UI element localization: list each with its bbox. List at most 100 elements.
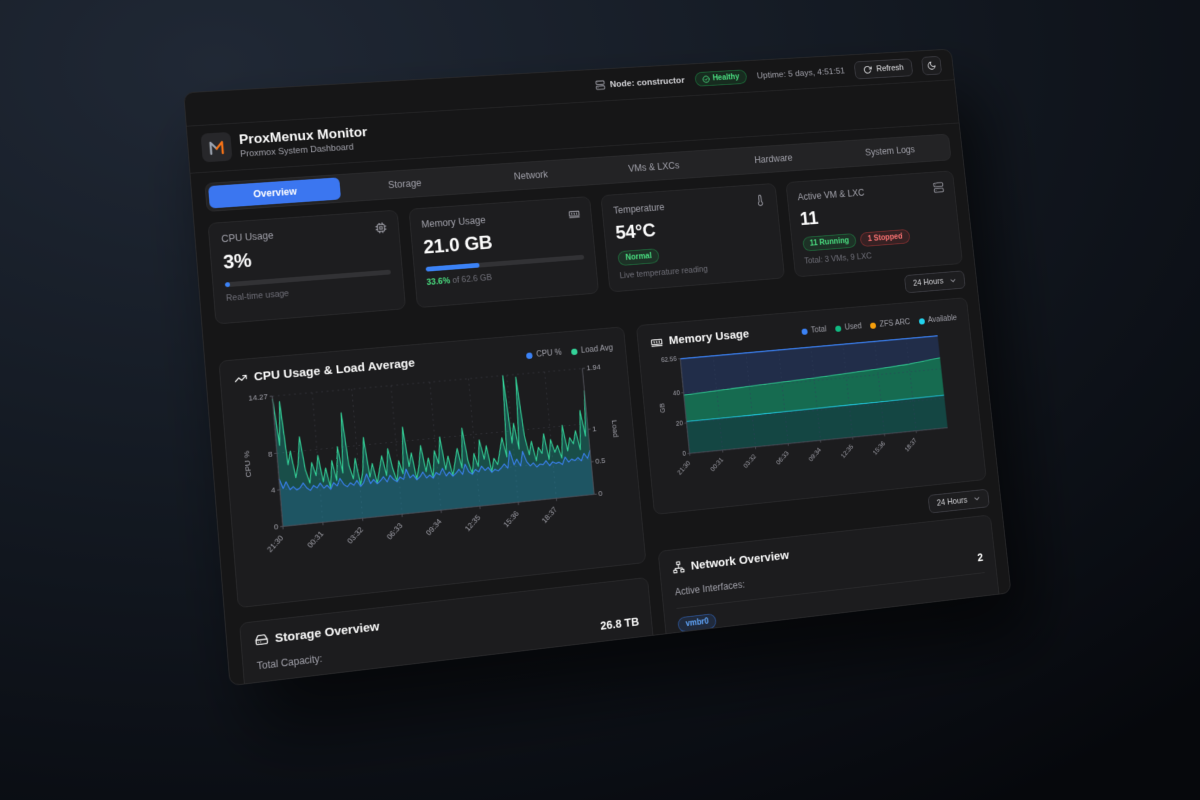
svg-text:12:35: 12:35 [463,513,482,533]
network-interfaces-value: 2 [976,550,984,564]
vm-card-title: Active VM & LXC [797,187,865,203]
storage-title: Storage Overview [274,619,380,646]
svg-text:40: 40 [673,390,681,398]
cpu-usage-value: 3% [222,249,253,274]
svg-text:4: 4 [271,486,276,496]
cpu-card-title: CPU Usage [220,229,274,245]
svg-text:1: 1 [592,424,597,433]
cpu-chip-icon [374,222,387,235]
svg-text:15:36: 15:36 [501,509,520,529]
thermometer-icon [754,194,766,206]
svg-text:14.27: 14.27 [248,392,268,403]
svg-text:00:31: 00:31 [305,529,325,550]
legend-item-cpu: CPU % [525,348,562,360]
hard-drive-icon [254,632,268,647]
active-vm-lxc-card: Active VM & LXC 11 11 Running 1 Stopped … [785,170,963,278]
memory-progress-fill [425,262,480,272]
memory-chart: 0 20 40 62.56 21:30 00:31 03:32 06:33 09:34 12:35… [659,327,973,477]
check-circle-icon [702,75,710,83]
memory-usage-card: Memory Usage 21.0 GB 33.6% of 62.6 GB [408,196,600,309]
svg-text:09:34: 09:34 [808,446,823,463]
svg-text:21:30: 21:30 [265,533,285,554]
svg-text:06:33: 06:33 [385,521,405,541]
svg-text:03:32: 03:32 [345,525,365,545]
legend-item-used: Used [834,322,862,333]
tab-vms-lxcs[interactable]: VMs & LXCs [627,159,680,175]
svg-text:1.94: 1.94 [586,362,601,372]
time-range-select[interactable]: 24 Hours [904,270,966,294]
chevron-down-icon [949,276,958,285]
legend-item-zfs-arc: ZFS ARC [870,318,911,330]
svg-text:03:32: 03:32 [743,453,759,470]
vm-stopped-badge: 1 Stopped [859,228,911,247]
left-column: CPU Usage & Load Average CPU % Load Avg … [218,326,664,687]
svg-text:18:37: 18:37 [540,505,559,525]
legend-item-available: Available [918,314,957,326]
svg-text:62.56: 62.56 [661,356,678,364]
tab-overview[interactable]: Overview [208,177,342,209]
temperature-value: 54°C [614,220,657,244]
svg-text:15:36: 15:36 [872,440,887,457]
moon-icon [927,61,937,71]
refresh-button[interactable]: Refresh [853,57,914,80]
svg-text:18:37: 18:37 [904,437,919,453]
proxmenux-logo-icon [200,131,233,163]
svg-text:00:31: 00:31 [710,456,726,473]
uptime-text: Uptime: 5 days, 4:51:51 [756,66,846,81]
stat-cards-row: CPU Usage 3% Real-time usage Memory Usag… [207,170,963,325]
network-title-row: Network Overview [672,549,790,575]
svg-text:0: 0 [598,489,603,498]
refresh-icon [863,65,873,74]
chevron-down-icon-2 [973,494,982,503]
server-icon [595,80,606,90]
storage-disks-value: 7 disks [610,637,642,651]
svg-text:GB: GB [659,402,667,413]
time-range-select-2[interactable]: 24 Hours [927,488,990,514]
server-stack-icon [933,182,945,194]
temperature-card: Temperature 54°C Normal Live temperature… [600,183,785,293]
svg-text:0: 0 [274,522,279,532]
tab-hardware[interactable]: Hardware [753,152,794,166]
memory-usage-value: 21.0 GB [422,232,494,259]
svg-text:06:33: 06:33 [775,450,790,467]
svg-text:0.5: 0.5 [595,456,606,466]
storage-title-row: Storage Overview [254,619,380,647]
temperature-card-title: Temperature [612,201,665,217]
memory-icon [650,335,663,348]
cpu-progress-fill [224,282,231,288]
memory-chart-title: Memory Usage [668,327,750,348]
legend-dot-load [570,348,578,355]
svg-text:CPU %: CPU % [242,450,254,478]
network-title: Network Overview [690,548,790,573]
temperature-status-badge: Normal [617,248,660,267]
svg-text:Load: Load [610,420,620,438]
memory-chip-icon [568,208,581,220]
vm-count-value: 11 [798,207,820,230]
cpu-load-chart: 0 4 8 14.27 0 0.5 1 1.94 21:30 00:31 03:32 06:33 09:… [242,362,621,554]
node-indicator: Node: constructor [595,75,685,90]
interface-badge[interactable]: vmbr0 [677,613,718,633]
svg-text:20: 20 [676,421,684,429]
dashboard-panel: Node: constructor Healthy Uptime: 5 days… [183,48,1012,687]
trending-up-icon [234,371,248,385]
theme-toggle-button[interactable] [921,55,943,76]
legend-item-total: Total [801,325,827,336]
tab-system-logs[interactable]: System Logs [864,144,916,158]
tab-network[interactable]: Network [513,168,549,182]
legend-dot-zfs [870,322,877,329]
legend-dot-available [918,317,925,325]
vm-running-badge: 11 Running [801,233,858,252]
main-columns: CPU Usage & Load Average CPU % Load Avg … [218,297,1010,687]
network-icon [672,560,685,574]
memory-card-title: Memory Usage [420,214,486,231]
legend-dot-used [834,325,842,332]
app-title-block: ProxMenux Monitor Proxmox System Dashboa… [238,124,368,159]
svg-text:0: 0 [682,451,687,458]
legend-dot-total [801,328,808,335]
cpu-usage-card: CPU Usage 3% Real-time usage [207,209,406,325]
legend-dot-cpu [525,351,533,359]
svg-text:09:34: 09:34 [424,517,444,537]
svg-text:21:30: 21:30 [677,460,693,477]
cpu-load-chart-card: CPU Usage & Load Average CPU % Load Avg … [218,326,647,608]
tab-storage[interactable]: Storage [387,177,422,191]
